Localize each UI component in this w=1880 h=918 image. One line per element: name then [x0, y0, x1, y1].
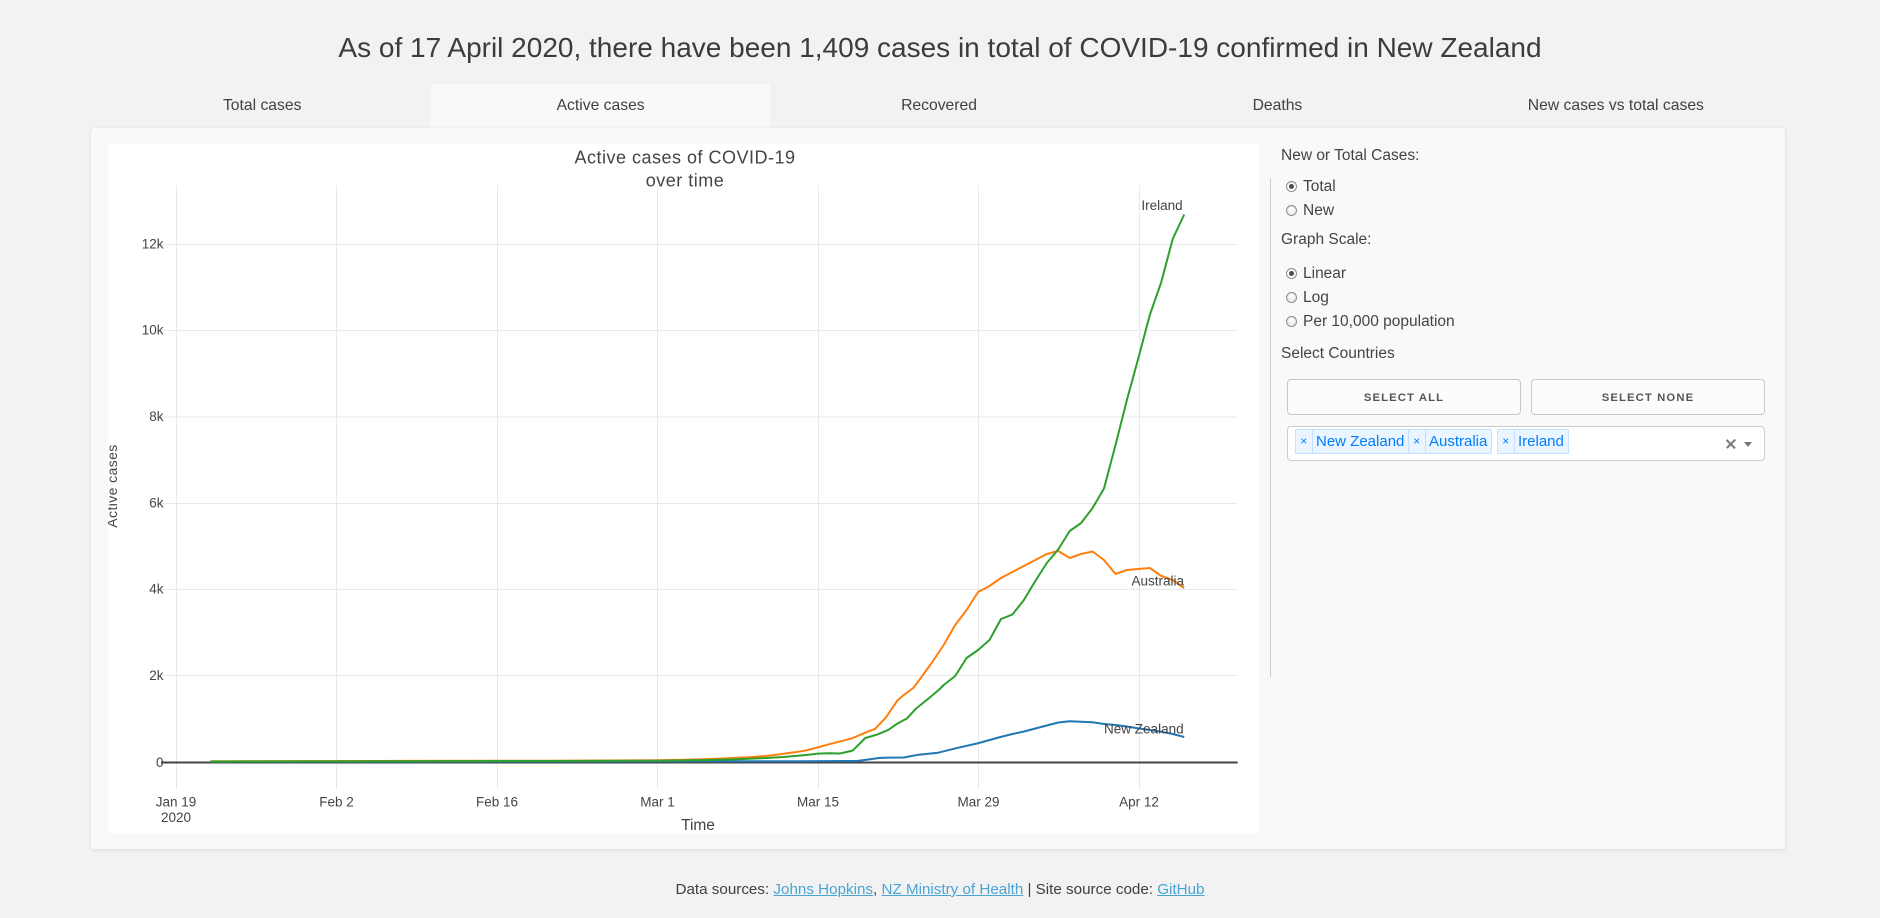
svg-text:New Zealand: New Zealand: [1104, 721, 1184, 736]
svg-text:Australia: Australia: [1131, 574, 1184, 589]
svg-text:Feb 16: Feb 16: [476, 794, 518, 809]
svg-text:Jan 19: Jan 19: [156, 794, 197, 809]
svg-text:Mar 1: Mar 1: [640, 794, 675, 809]
svg-text:2020: 2020: [161, 810, 191, 825]
svg-text:Mar 29: Mar 29: [957, 794, 999, 809]
svg-text:8k: 8k: [149, 409, 164, 424]
svg-text:Feb 2: Feb 2: [319, 794, 354, 809]
svg-text:Ireland: Ireland: [1141, 198, 1182, 213]
svg-text:4k: 4k: [149, 582, 164, 597]
svg-text:over time: over time: [646, 171, 725, 191]
svg-text:Active cases: Active cases: [108, 444, 120, 527]
svg-text:2k: 2k: [149, 668, 164, 683]
svg-text:6k: 6k: [149, 495, 164, 510]
svg-text:Mar 15: Mar 15: [797, 794, 839, 809]
svg-text:10k: 10k: [142, 323, 164, 338]
svg-text:Apr 12: Apr 12: [1119, 794, 1159, 809]
svg-text:12k: 12k: [142, 236, 164, 251]
svg-text:Time: Time: [681, 817, 715, 833]
svg-text:Active cases of COVID-19: Active cases of COVID-19: [574, 147, 795, 167]
svg-text:0: 0: [156, 755, 164, 770]
